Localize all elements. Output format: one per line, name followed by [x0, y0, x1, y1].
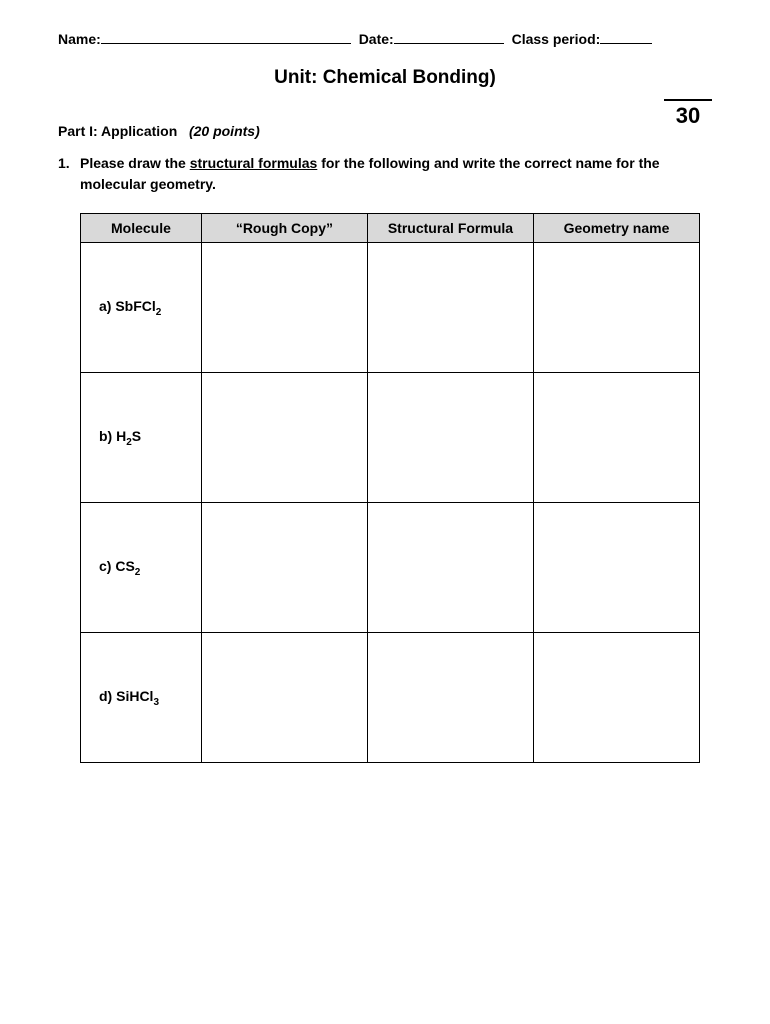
molecule-cell: b) H2S — [81, 373, 202, 503]
molecule-cell: c) CS2 — [81, 503, 202, 633]
question-number: 1. — [58, 153, 80, 195]
col-geometry: Geometry name — [533, 214, 699, 243]
date-blank[interactable] — [394, 30, 504, 44]
formula-text: SiHCl — [116, 688, 153, 704]
page-number-slot: 30 — [664, 85, 712, 129]
table-row: a) SbFCl2 — [81, 243, 700, 373]
question-text-pre: Please draw the — [80, 155, 190, 171]
title-row: Unit: Chemical Bonding) 30 — [58, 67, 712, 117]
answer-cell[interactable] — [201, 373, 367, 503]
col-rough-copy: “Rough Copy” — [201, 214, 367, 243]
name-blank[interactable] — [101, 30, 351, 44]
table-row: d) SiHCl3 — [81, 633, 700, 763]
answer-cell[interactable] — [201, 503, 367, 633]
answer-cell[interactable] — [533, 243, 699, 373]
page-number-line — [664, 85, 712, 101]
answer-cell[interactable] — [367, 633, 533, 763]
part-points: (20 points) — [189, 123, 260, 139]
worksheet-table: Molecule “Rough Copy” Structural Formula… — [80, 213, 700, 763]
col-structural: Structural Formula — [367, 214, 533, 243]
date-label: Date: — [359, 31, 394, 47]
unit-title: Unit: Chemical Bonding) — [58, 67, 712, 89]
question-1: 1. Please draw the structural formulas f… — [58, 153, 712, 195]
answer-cell[interactable] — [367, 373, 533, 503]
row-label: a) — [99, 298, 115, 314]
row-label: d) — [99, 688, 116, 704]
part-header: Part I: Application (20 points) — [58, 123, 712, 139]
page-number: 30 — [664, 103, 712, 129]
question-text-underlined: structural formulas — [190, 155, 318, 171]
formula-text: S — [132, 428, 141, 444]
formula-text: SbFCl — [115, 298, 155, 314]
part-label: Part I: Application — [58, 123, 177, 139]
answer-cell[interactable] — [201, 243, 367, 373]
table-row: c) CS2 — [81, 503, 700, 633]
col-molecule: Molecule — [81, 214, 202, 243]
answer-cell[interactable] — [367, 243, 533, 373]
row-label: c) — [99, 558, 115, 574]
answer-cell[interactable] — [533, 373, 699, 503]
molecule-cell: d) SiHCl3 — [81, 633, 202, 763]
answer-cell[interactable] — [533, 503, 699, 633]
class-label: Class period: — [512, 31, 601, 47]
formula-subscript: 2 — [156, 306, 162, 317]
formula-text: CS — [115, 558, 134, 574]
formula-subscript: 2 — [135, 566, 141, 577]
formula-text: H — [116, 428, 126, 444]
molecule-cell: a) SbFCl2 — [81, 243, 202, 373]
question-text: Please draw the structural formulas for … — [80, 153, 712, 195]
answer-cell[interactable] — [533, 633, 699, 763]
class-blank[interactable] — [600, 30, 652, 44]
worksheet-header: Name: Date: Class period: — [58, 30, 712, 47]
answer-cell[interactable] — [201, 633, 367, 763]
row-label: b) — [99, 428, 116, 444]
table-header-row: Molecule “Rough Copy” Structural Formula… — [81, 214, 700, 243]
formula-subscript: 3 — [153, 696, 159, 707]
answer-cell[interactable] — [367, 503, 533, 633]
name-label: Name: — [58, 31, 101, 47]
table-row: b) H2S — [81, 373, 700, 503]
